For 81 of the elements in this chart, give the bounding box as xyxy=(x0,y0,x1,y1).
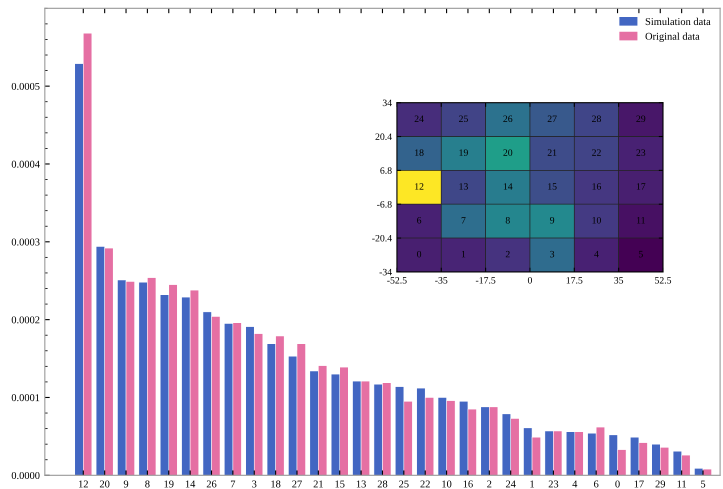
data-label: 18 xyxy=(415,149,424,156)
x-tick-label: 17 xyxy=(634,480,644,488)
x-tick-label: 52.5 xyxy=(655,277,672,284)
data-label: 12 xyxy=(415,183,424,190)
x-tick-label: -52.5 xyxy=(387,277,407,284)
data-label: 13 xyxy=(459,183,468,190)
data-label: 9 xyxy=(550,217,554,224)
x-tick-label: 16 xyxy=(464,480,473,488)
y-tick-label: -6.8 xyxy=(377,201,392,208)
data-label: 3 xyxy=(550,250,554,258)
x-tick-label: 27 xyxy=(292,480,302,488)
data-label: 4 xyxy=(594,250,599,258)
x-tick-label: 18 xyxy=(271,480,280,488)
y-tick-label: 0.0002 xyxy=(12,316,40,324)
y-tick-label: 34 xyxy=(382,100,392,106)
data-label: 0 xyxy=(417,250,422,258)
y-tick-label: 0.0005 xyxy=(12,82,40,90)
y-tick-label: -20.4 xyxy=(372,234,392,242)
data-label: 2 xyxy=(506,250,510,258)
data-label: 26 xyxy=(503,116,512,122)
x-tick-label: 11 xyxy=(678,480,686,488)
x-tick-label: 25 xyxy=(399,480,409,488)
x-tick-label: 2 xyxy=(487,480,492,488)
x-tick-label: 10 xyxy=(442,480,452,488)
data-label: 14 xyxy=(504,183,512,190)
x-tick-label: 35 xyxy=(614,277,624,284)
x-tick-label: 8 xyxy=(145,480,150,488)
x-tick-label: 1 xyxy=(530,480,534,488)
y-tick-label: 0.0003 xyxy=(12,238,40,246)
x-tick-label: 22 xyxy=(420,480,430,488)
data-label: 23 xyxy=(636,149,646,156)
data-label: 1 xyxy=(462,250,466,258)
data-label: 17 xyxy=(636,183,646,190)
data-label: 10 xyxy=(592,217,601,224)
x-tick-label: 13 xyxy=(356,480,366,488)
x-tick-label: 29 xyxy=(656,480,666,488)
data-label: 22 xyxy=(592,149,601,156)
x-tick-label: 28 xyxy=(378,480,388,488)
data-label: 20 xyxy=(503,149,512,156)
legend-label: Original data xyxy=(645,32,700,42)
x-tick-label: 4 xyxy=(572,480,578,488)
x-tick-label: 0 xyxy=(528,277,532,284)
x-tick-label: 0 xyxy=(615,480,620,488)
x-tick-label: 3 xyxy=(252,480,256,488)
x-tick-label: 12 xyxy=(79,480,88,488)
data-label: 25 xyxy=(459,116,468,122)
data-label: 28 xyxy=(592,115,601,122)
data-label: 6 xyxy=(417,217,422,224)
x-tick-label: 15 xyxy=(335,480,345,488)
data-label: 15 xyxy=(548,183,557,190)
data-label: 5 xyxy=(638,250,643,258)
y-tick-label: -34 xyxy=(379,268,392,276)
x-tick-label: 24 xyxy=(506,480,516,488)
data-label: 27 xyxy=(548,116,557,122)
x-tick-label: 26 xyxy=(206,480,216,488)
x-tick-label: 23 xyxy=(548,480,558,488)
data-label: 8 xyxy=(506,217,510,224)
data-label: 24 xyxy=(414,116,424,122)
x-tick-label: 17.5 xyxy=(566,277,582,284)
y-tick-label: 0.0000 xyxy=(12,472,40,480)
data-label: 29 xyxy=(636,116,646,122)
x-tick-label: 19 xyxy=(164,480,174,488)
legend-label: Simulation data xyxy=(646,18,711,26)
data-label: 11 xyxy=(636,217,645,224)
y-tick-label: 6.8 xyxy=(380,167,392,174)
data-label: 16 xyxy=(592,183,602,190)
x-tick-label: 6 xyxy=(594,480,598,488)
x-tick-label: 5 xyxy=(701,480,706,488)
y-tick-label: 20.4 xyxy=(375,133,392,140)
y-tick-label: 0.0004 xyxy=(12,160,40,168)
data-label: 21 xyxy=(548,149,556,156)
data-label: 7 xyxy=(462,217,466,224)
x-tick-label: 20 xyxy=(100,480,110,488)
data-label: 19 xyxy=(459,149,468,156)
x-tick-label: -17.5 xyxy=(476,277,496,284)
x-tick-label: -35 xyxy=(435,277,448,284)
x-tick-label: 9 xyxy=(124,480,128,488)
y-tick-label: 0.0001 xyxy=(12,394,40,402)
x-tick-label: 7 xyxy=(230,480,236,488)
x-tick-label: 14 xyxy=(186,480,196,488)
x-tick-label: 21 xyxy=(314,480,323,488)
